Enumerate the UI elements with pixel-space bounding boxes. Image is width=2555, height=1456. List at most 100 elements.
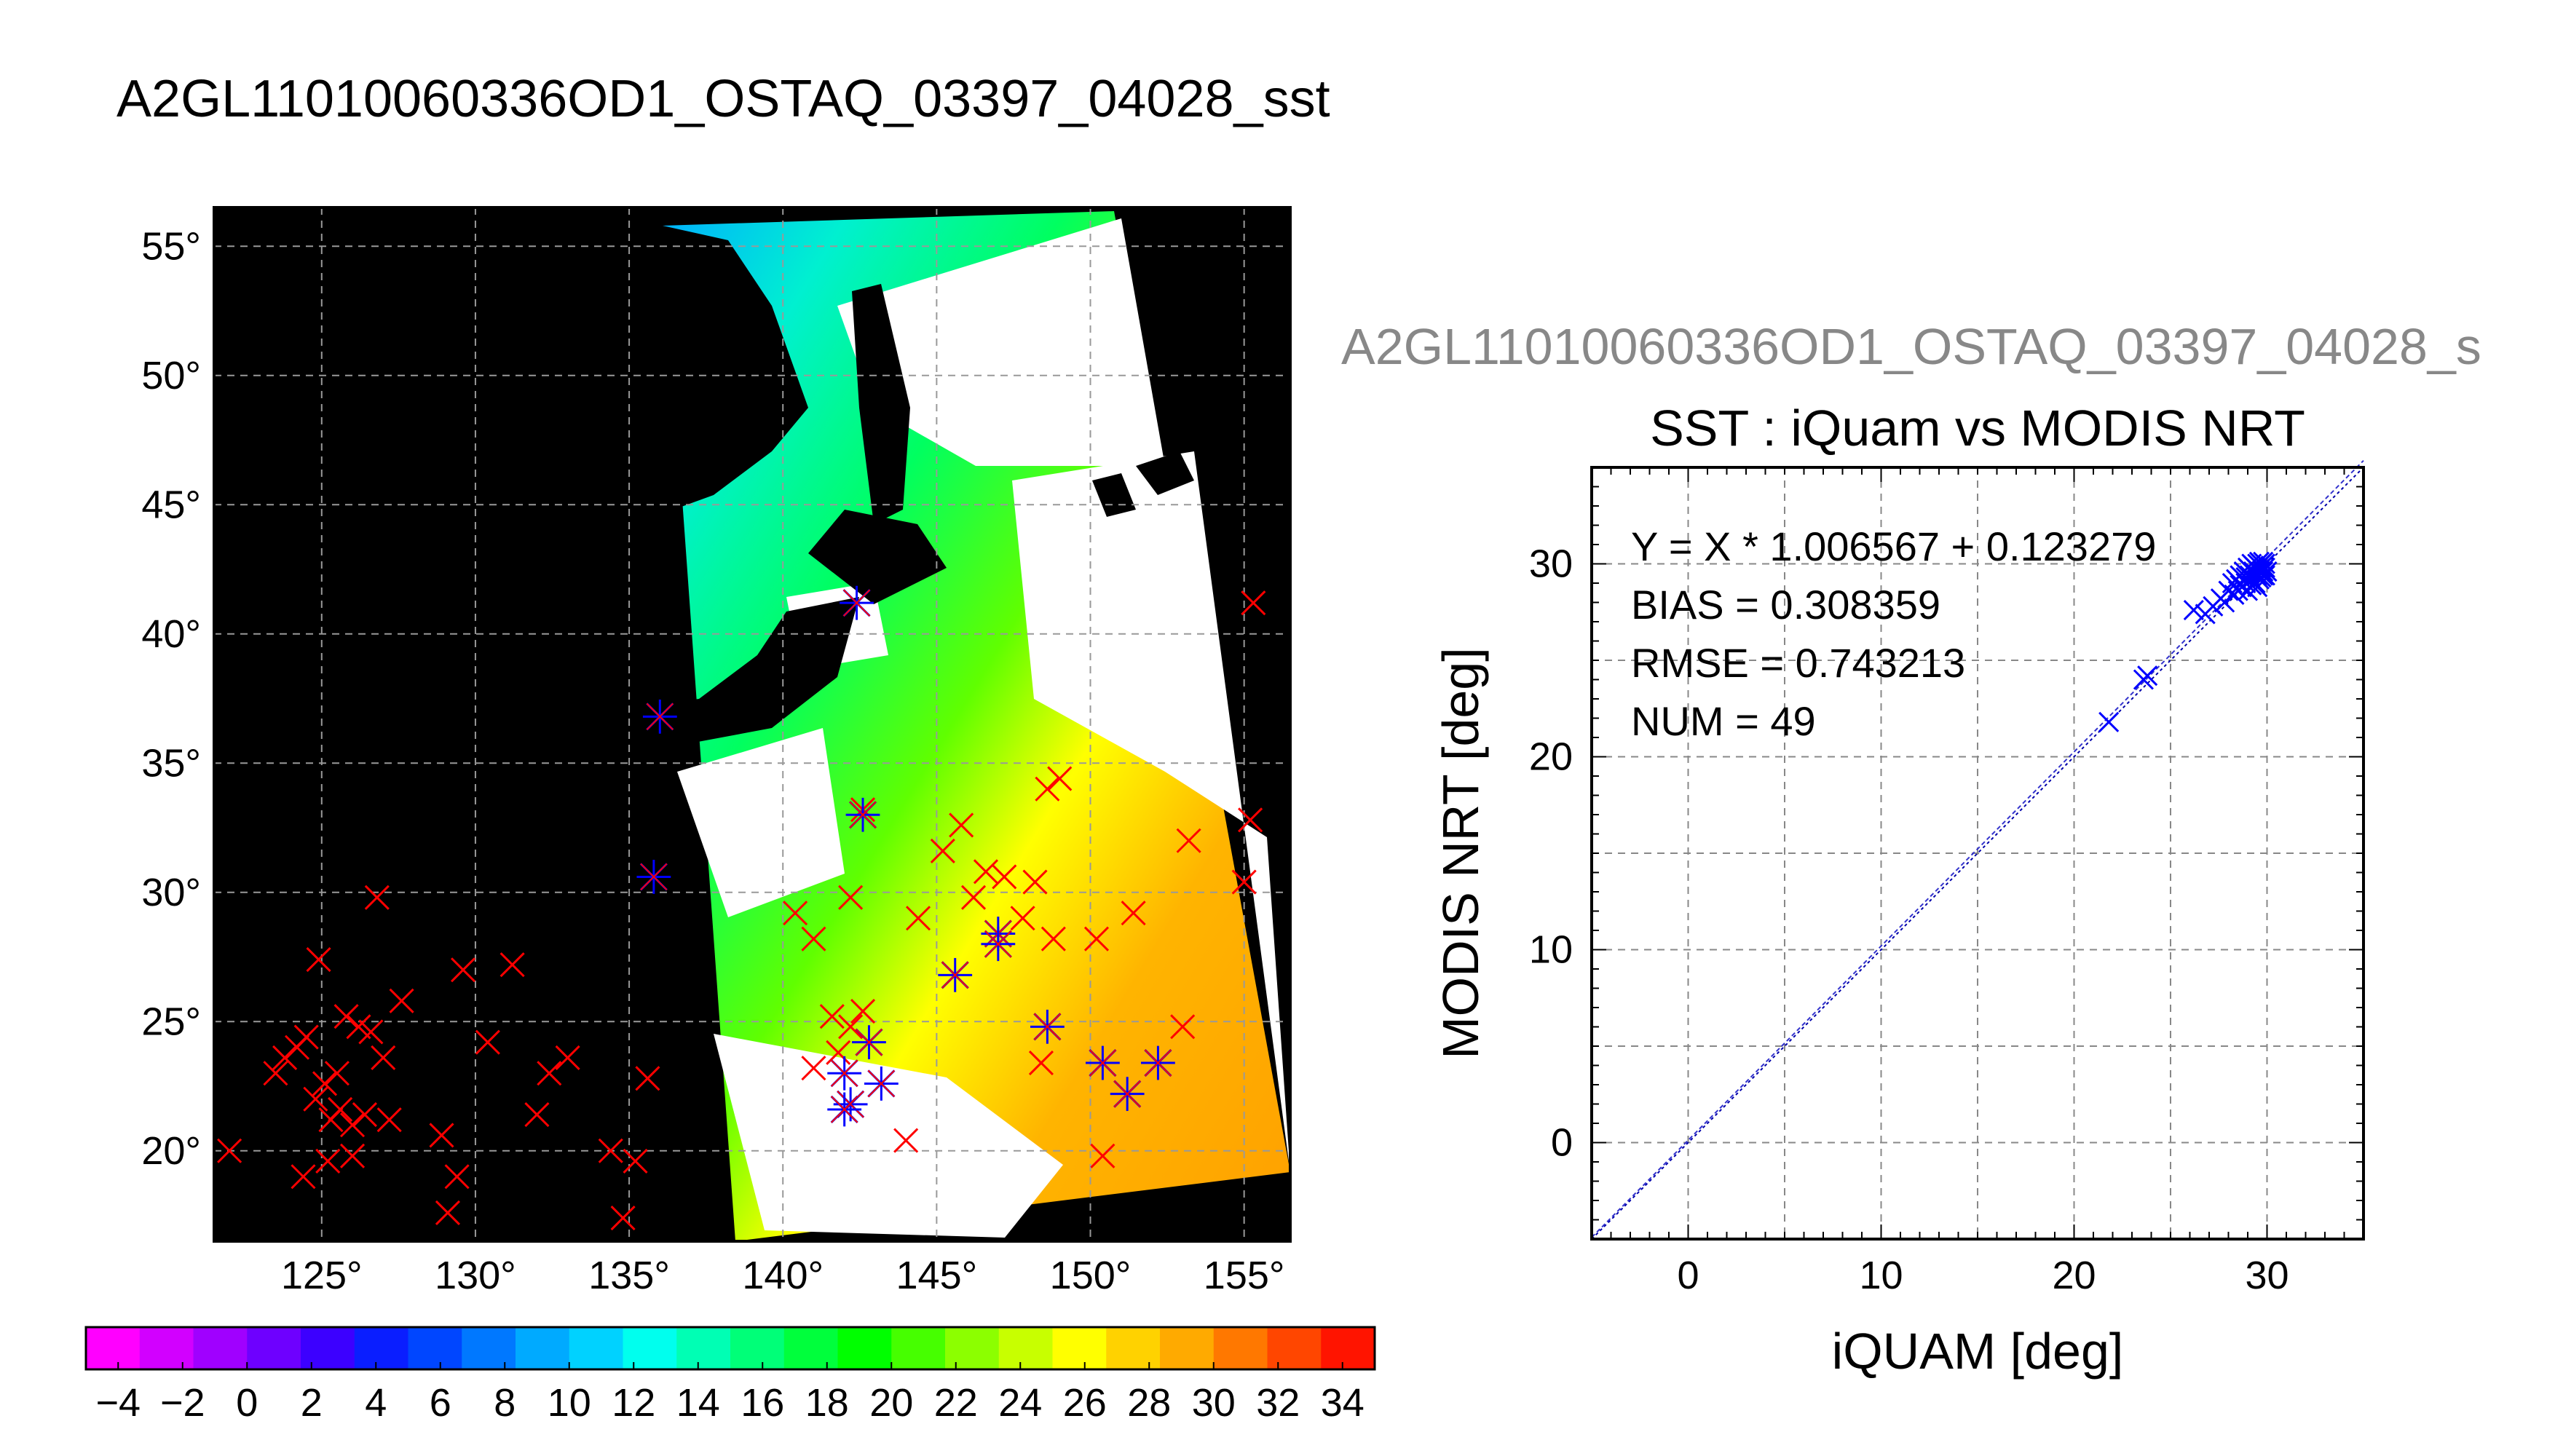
map-marker <box>905 906 931 931</box>
map-marker <box>801 926 826 951</box>
colorbar-cell <box>408 1327 462 1369</box>
colorbar-cell <box>891 1327 946 1369</box>
y-tick-label: 20 <box>1529 735 1573 779</box>
map-marker <box>475 1029 500 1055</box>
lat-tick-label: 40° <box>141 612 201 656</box>
colorbar-tick-label: 22 <box>934 1381 978 1425</box>
map-marker <box>328 1096 353 1123</box>
map-marker <box>293 1024 319 1050</box>
map-marker <box>1090 1143 1115 1168</box>
colorbar-cell <box>247 1327 301 1369</box>
y-tick-label: 0 <box>1551 1121 1573 1165</box>
colorbar-cell <box>998 1327 1054 1369</box>
colorbar-cell <box>945 1327 1000 1369</box>
scatter-point <box>2230 574 2251 596</box>
map-marker <box>801 1056 826 1081</box>
colorbar-cell <box>86 1327 141 1369</box>
map-marker <box>524 1101 550 1128</box>
colorbar-cell <box>569 1327 624 1369</box>
map-marker <box>783 901 808 926</box>
map-marker <box>623 1148 648 1174</box>
sst-map: 125° 130° 135° 140° 145° 150° 155° 20° 25° 30° 35… <box>141 206 1292 1297</box>
map-marker <box>1241 590 1266 616</box>
lat-tick-label: 35° <box>141 741 201 785</box>
colorbar-cell <box>837 1327 892 1369</box>
scatter-point <box>2098 711 2120 732</box>
map-marker-matched-overlay <box>1113 1080 1141 1108</box>
map-marker <box>450 957 476 983</box>
map-marker <box>339 1112 366 1138</box>
map-marker <box>263 1061 288 1086</box>
map-marker <box>1121 901 1146 926</box>
colorbar-cells <box>86 1327 1375 1369</box>
map-marker <box>315 1148 341 1174</box>
map-marker-matched-overlay <box>830 1096 858 1123</box>
map-marker <box>1176 828 1201 853</box>
map-marker-matched-overlay <box>842 589 871 617</box>
colorbar-tick-label: 16 <box>741 1381 784 1425</box>
colorbar-cell <box>516 1327 570 1369</box>
lat-tick-label: 30° <box>141 871 201 914</box>
map-marker <box>312 1071 338 1096</box>
map-marker-matched-overlay <box>646 703 674 731</box>
map-marker-matched-overlay <box>984 930 1012 958</box>
stats-annotation: BIAS = 0.308359 <box>1631 582 1940 628</box>
map-marker <box>635 1066 660 1091</box>
lat-tick-labels: 20° 25° 30° 35° 40° 45° 50° 55° <box>141 224 201 1173</box>
cloud-mask <box>677 218 1290 1238</box>
scatter-subtitle: A2GL11010060336OD1_OSTAQ_03397_04028_s <box>1341 318 2481 375</box>
map-marker <box>1010 906 1035 931</box>
scatter-points <box>2098 551 2278 732</box>
map-marker <box>1231 869 1257 895</box>
map-marker <box>339 1143 366 1168</box>
lon-tick-label: 150° <box>1050 1254 1132 1297</box>
lat-tick-label: 25° <box>141 1000 201 1043</box>
lon-tick-label: 130° <box>435 1254 516 1297</box>
map-marker <box>610 1205 636 1231</box>
x-tick-labels: 0 10 20 30 <box>1677 1254 2289 1297</box>
colorbar-cell <box>623 1327 677 1369</box>
colorbar-tick-label: −2 <box>160 1381 205 1425</box>
scatter-point <box>2137 665 2158 687</box>
lon-tick-label: 155° <box>1204 1254 1285 1297</box>
map-marker <box>303 1086 328 1112</box>
colorbar-cell <box>139 1327 194 1369</box>
map-marker-matched-overlay <box>849 801 877 828</box>
colorbar-cell <box>301 1327 355 1369</box>
map-marker <box>973 859 998 885</box>
map-marker-matched-overlay <box>1144 1049 1172 1077</box>
colorbar-tick-label: 26 <box>1063 1381 1107 1425</box>
lat-tick-label: 45° <box>141 483 201 526</box>
colorbar-tick-label: 6 <box>430 1381 451 1425</box>
colorbar-cell <box>193 1327 248 1369</box>
scatter-point <box>2214 592 2235 613</box>
map-marker-matched-overlay <box>1033 1013 1062 1041</box>
stats-annotation: RMSE = 0.743213 <box>1631 640 1965 686</box>
markers-outside <box>217 590 1266 1231</box>
x-tick-label: 30 <box>2245 1254 2289 1297</box>
map-marker-matched-overlay <box>1089 1049 1117 1077</box>
lat-tick-label: 50° <box>141 354 201 397</box>
map-marker <box>930 838 955 864</box>
map-marker <box>272 1045 298 1071</box>
colorbar-cell <box>354 1327 409 1369</box>
map-marker <box>346 1014 371 1040</box>
map-marker-matched-overlay <box>640 863 668 891</box>
map-marker <box>1238 807 1263 833</box>
map-marker <box>389 988 414 1013</box>
scatter-point <box>2183 600 2204 621</box>
colorbar-tick-label: 0 <box>236 1381 258 1425</box>
y-tick-label: 30 <box>1529 542 1573 586</box>
map-marker <box>1035 776 1060 802</box>
x-axis-label: iQUAM [deg] <box>1832 1323 2124 1380</box>
colorbar-tick-label: 14 <box>676 1381 720 1425</box>
map-marker <box>499 952 525 978</box>
map-marker <box>429 1123 454 1148</box>
stats-annotations: Y = X * 1.006567 + 0.123279 BIAS = 0.3083… <box>1631 523 2156 744</box>
map-marker-matched-overlay <box>867 1069 896 1098</box>
colorbar: −4 −2 0 2 4 6 8 10 12 14 16 18 20 22 24 26 28 30 32 34 <box>84 1326 1376 1425</box>
map-marker <box>444 1164 470 1190</box>
colorbar-tick-label: 8 <box>494 1381 516 1425</box>
lon-tick-label: 135° <box>588 1254 670 1297</box>
colorbar-tick-label: 2 <box>301 1381 323 1425</box>
